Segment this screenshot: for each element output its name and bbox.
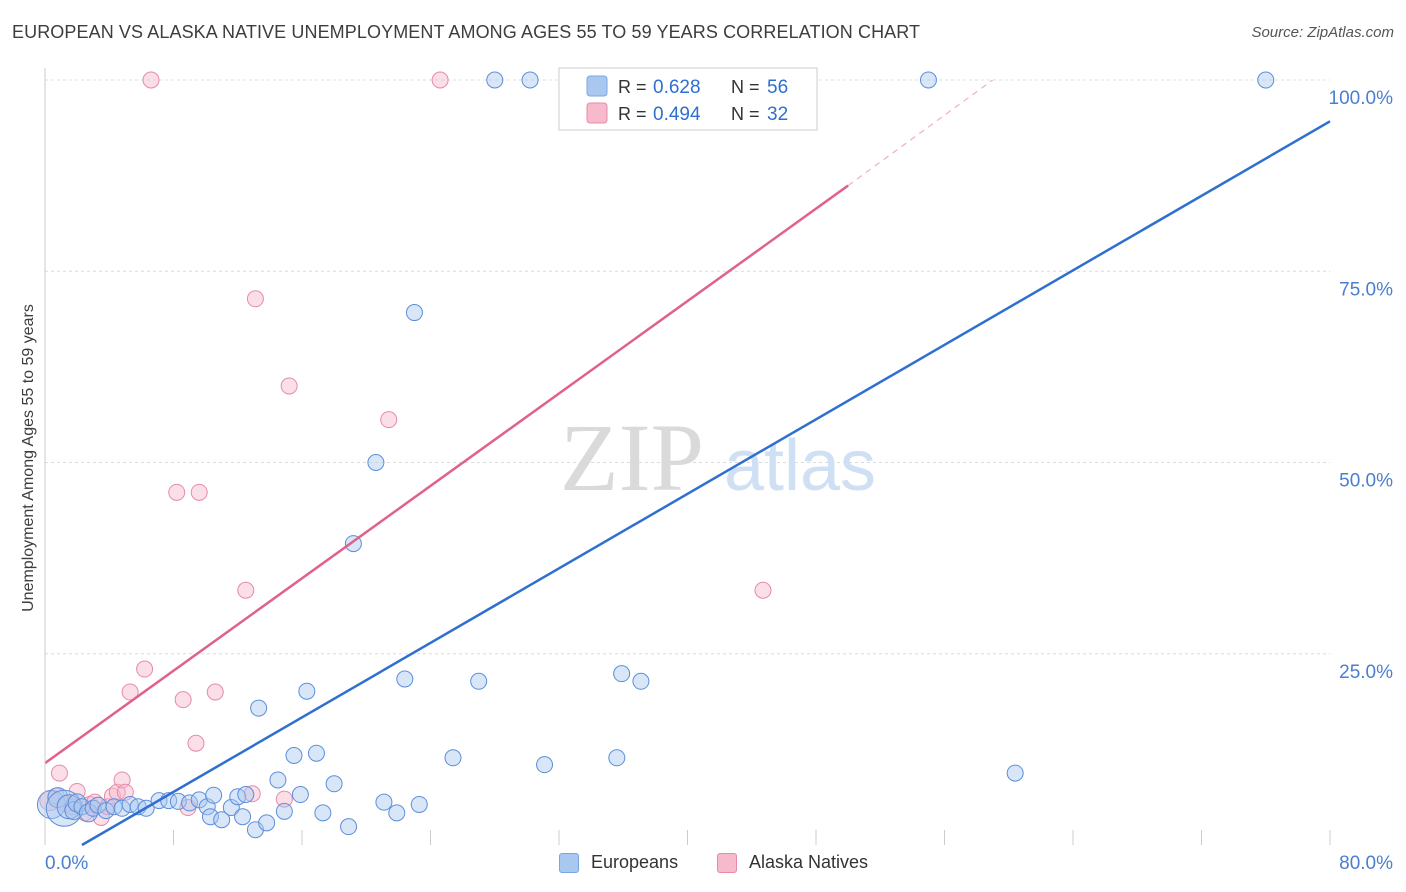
y-tick-label: 75.0% xyxy=(1339,279,1393,300)
european-point xyxy=(258,814,276,832)
european-point xyxy=(269,771,287,789)
alaska-native-point xyxy=(431,71,449,89)
watermark: ZIP atlas xyxy=(560,404,876,511)
european-point xyxy=(298,682,316,700)
european-point xyxy=(47,787,69,809)
european-point xyxy=(285,746,303,764)
european-point xyxy=(613,665,631,683)
alaska-native-point xyxy=(142,71,160,89)
chart-title: EUROPEAN VS ALASKA NATIVE UNEMPLOYMENT A… xyxy=(12,22,921,42)
x-tick-label: 0.0% xyxy=(45,853,88,874)
y-tick-label: 100.0% xyxy=(1329,88,1394,109)
legend-label-alaska-natives: Alaska Natives xyxy=(749,852,869,872)
legend-swatch-europeans xyxy=(559,852,579,873)
european-point xyxy=(367,454,385,471)
axes: 25.0% 50.0% 75.0% 100.0% 0.0% 80.0% xyxy=(44,68,1394,874)
european-point xyxy=(405,304,423,322)
legend-item-alaska-natives[interactable]: Alaska Natives xyxy=(717,852,868,873)
europeans-trend-line xyxy=(81,120,1331,847)
european-point xyxy=(444,749,462,767)
source-note: Source: ZipAtlas.com xyxy=(1251,24,1394,41)
european-point xyxy=(250,699,268,717)
legend-r-value-alaska-natives: 0.494 xyxy=(653,104,701,125)
legend-swatch-europeans xyxy=(586,75,608,97)
european-point xyxy=(222,799,240,817)
european-point xyxy=(201,808,219,826)
legend-r-value-europeans: 0.628 xyxy=(653,77,701,98)
european-point xyxy=(632,672,650,690)
european-point xyxy=(314,804,332,822)
european-point xyxy=(608,749,626,767)
alaska-native-point xyxy=(174,691,192,709)
alaska-native-point xyxy=(275,790,293,808)
legend-item-europeans[interactable]: Europeans xyxy=(559,852,678,873)
european-point xyxy=(234,808,252,826)
alaska-native-point xyxy=(121,683,139,701)
european-point xyxy=(340,818,358,836)
x-tick-label: 80.0% xyxy=(1339,853,1393,874)
alaska-native-point xyxy=(380,411,398,429)
european-point xyxy=(84,799,102,817)
european-point xyxy=(307,744,325,762)
alaska-native-point xyxy=(50,764,68,782)
legend-n-value-europeans: 56 xyxy=(767,77,788,98)
european-point xyxy=(388,804,406,822)
alaska-native-point xyxy=(754,581,772,599)
european-point xyxy=(396,670,414,688)
legend-n-value-alaska-natives: 32 xyxy=(767,104,788,125)
legend-swatch-alaska-natives xyxy=(586,102,608,124)
series-legend: Europeans Alaska Natives xyxy=(0,852,1406,878)
alaska-native-point xyxy=(243,785,261,803)
european-point xyxy=(205,786,223,804)
alaska-native-point xyxy=(237,581,255,599)
european-point xyxy=(1006,764,1024,782)
alaska-natives-trend-line xyxy=(44,184,849,765)
trend-lines xyxy=(44,79,1331,847)
european-point xyxy=(521,71,539,89)
legend-r-label-alaska-natives: R = xyxy=(618,104,647,124)
y-tick-label: 50.0% xyxy=(1339,471,1393,492)
european-point xyxy=(291,786,309,804)
alaska-native-point xyxy=(280,377,298,395)
european-point xyxy=(181,794,199,812)
european-point xyxy=(375,793,393,811)
legend-label-europeans: Europeans xyxy=(591,852,679,872)
european-point xyxy=(1257,71,1275,89)
european-point xyxy=(237,786,255,804)
alaska-native-point xyxy=(136,660,154,678)
alaska-native-point xyxy=(190,483,208,501)
watermark-atlas: atlas xyxy=(724,426,876,506)
european-point xyxy=(325,775,343,793)
alaska-native-point xyxy=(168,483,186,501)
grid-lines xyxy=(45,79,1330,655)
alaska-native-point xyxy=(187,734,205,752)
y-tick-label: 25.0% xyxy=(1339,662,1393,683)
european-point xyxy=(275,802,293,820)
european-point xyxy=(410,795,428,813)
european-point xyxy=(213,811,231,829)
watermark-zip: ZIP xyxy=(560,404,704,511)
alaska-native-point xyxy=(246,290,264,308)
alaska-native-point xyxy=(206,683,224,701)
legend-swatch-alaska-natives xyxy=(717,852,737,873)
legend-n-label-alaska-natives: N = xyxy=(731,104,760,124)
european-point xyxy=(536,756,554,774)
legend-n-label-europeans: N = xyxy=(731,77,760,97)
european-point xyxy=(470,672,488,690)
stats-legend: R = 0.628 N = 56 R = 0.494 N = 32 xyxy=(558,67,818,131)
european-point xyxy=(919,71,937,89)
alaska-natives-trend-extension xyxy=(847,79,994,187)
european-point xyxy=(64,801,84,821)
european-point xyxy=(486,71,504,89)
legend-r-label-europeans: R = xyxy=(618,77,647,97)
